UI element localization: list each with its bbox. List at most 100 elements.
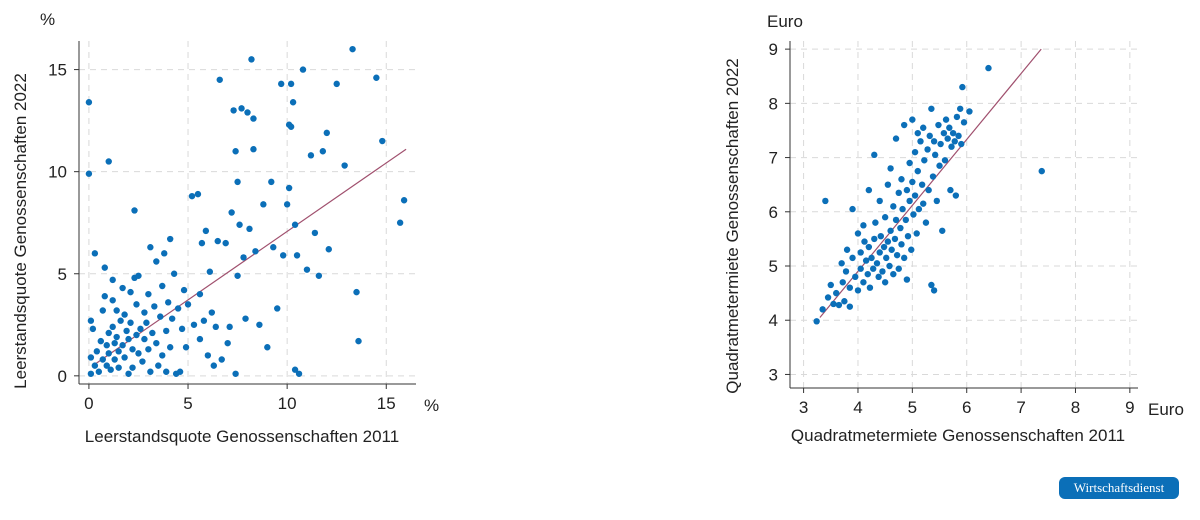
data-point <box>113 307 120 314</box>
data-point <box>857 265 864 272</box>
data-point <box>891 235 899 243</box>
data-point <box>115 348 122 355</box>
data-point <box>873 260 881 267</box>
x-tick-label: 5 <box>908 398 917 417</box>
data-point <box>937 140 944 148</box>
data-point <box>147 368 154 375</box>
data-point <box>888 246 895 253</box>
data-point <box>985 64 992 72</box>
data-point <box>396 219 404 226</box>
data-point <box>898 241 905 248</box>
data-point <box>190 321 198 328</box>
data-point <box>176 368 184 375</box>
data-point <box>139 358 146 365</box>
data-point <box>131 207 138 214</box>
y-tick-label: 3 <box>769 365 778 384</box>
data-point <box>161 250 168 257</box>
data-point <box>887 165 894 172</box>
data-point <box>103 342 110 349</box>
y-tick-label: 7 <box>769 149 778 168</box>
data-point <box>155 362 162 369</box>
x-axis-label: Leerstandsquote Genossenschaften 2011 <box>85 427 399 446</box>
trend-line <box>819 48 1042 318</box>
data-point <box>222 239 229 247</box>
data-point <box>942 116 950 123</box>
x-tick-label: 0 <box>84 394 93 413</box>
x-tick-label: 15 <box>377 394 396 413</box>
data-point <box>913 230 920 237</box>
data-point <box>278 80 285 88</box>
data-point <box>311 229 319 237</box>
data-point <box>153 339 160 347</box>
data-point <box>101 264 108 271</box>
data-point <box>105 329 112 337</box>
data-point <box>97 337 105 345</box>
data-point <box>99 307 106 314</box>
data-point <box>846 303 854 310</box>
data-point <box>833 289 840 297</box>
data-point <box>216 76 223 83</box>
data-point <box>355 337 362 345</box>
data-point <box>285 184 293 192</box>
data-point <box>105 350 112 357</box>
data-point <box>174 305 182 312</box>
data-point <box>319 148 327 155</box>
data-point <box>268 178 275 186</box>
y-tick-label: 8 <box>769 94 778 113</box>
data-point <box>153 258 160 265</box>
data-point <box>119 342 126 349</box>
data-point <box>145 290 152 298</box>
data-point <box>157 313 164 320</box>
data-point <box>879 268 886 275</box>
data-point <box>93 348 101 355</box>
data-point <box>107 366 114 373</box>
data-point <box>871 235 878 243</box>
data-point <box>109 297 116 304</box>
data-point <box>325 246 332 253</box>
data-point <box>198 239 206 247</box>
trend-line-layer <box>92 148 407 367</box>
data-point <box>835 301 843 309</box>
data-point <box>224 339 231 347</box>
data-point <box>196 335 204 343</box>
data-point <box>353 288 360 296</box>
data-point <box>307 152 315 159</box>
data-point <box>841 298 848 305</box>
data-point <box>929 173 937 180</box>
data-point <box>214 237 221 245</box>
x-tick-label: 8 <box>1071 398 1080 417</box>
data-point <box>911 148 919 156</box>
data-point <box>869 265 877 272</box>
data-point <box>85 99 93 106</box>
data-point <box>89 325 97 333</box>
data-point <box>137 325 144 333</box>
data-point <box>127 288 134 296</box>
data-point <box>234 178 241 186</box>
data-point <box>135 272 142 279</box>
data-point <box>182 344 190 351</box>
x-axis-label: Quadratmetermiete Genossenschaften 2011 <box>791 426 1125 445</box>
data-point <box>925 186 932 194</box>
data-point <box>933 197 941 205</box>
data-point <box>911 192 919 199</box>
data-point <box>895 189 902 197</box>
data-point <box>91 250 99 257</box>
data-point <box>928 105 935 112</box>
data-point <box>289 99 297 106</box>
chart-rent-per-sqm: 3 4 5 6 7 8 9 3 4 5 6 7 8 9 Euro Euro Quadratmetermie… <box>723 12 1184 445</box>
data-point <box>939 227 946 234</box>
data-point <box>111 356 118 363</box>
data-point <box>947 186 954 194</box>
data-point <box>910 211 917 218</box>
data-point <box>232 370 239 377</box>
data-point <box>400 197 408 204</box>
data-point <box>892 216 900 224</box>
x-tick-label: 3 <box>799 398 808 417</box>
data-point <box>827 281 834 289</box>
data-point <box>890 203 897 210</box>
trend-line <box>92 148 407 367</box>
data-point <box>163 327 170 335</box>
data-point <box>883 254 890 262</box>
y-tick-label: 0 <box>58 367 67 386</box>
